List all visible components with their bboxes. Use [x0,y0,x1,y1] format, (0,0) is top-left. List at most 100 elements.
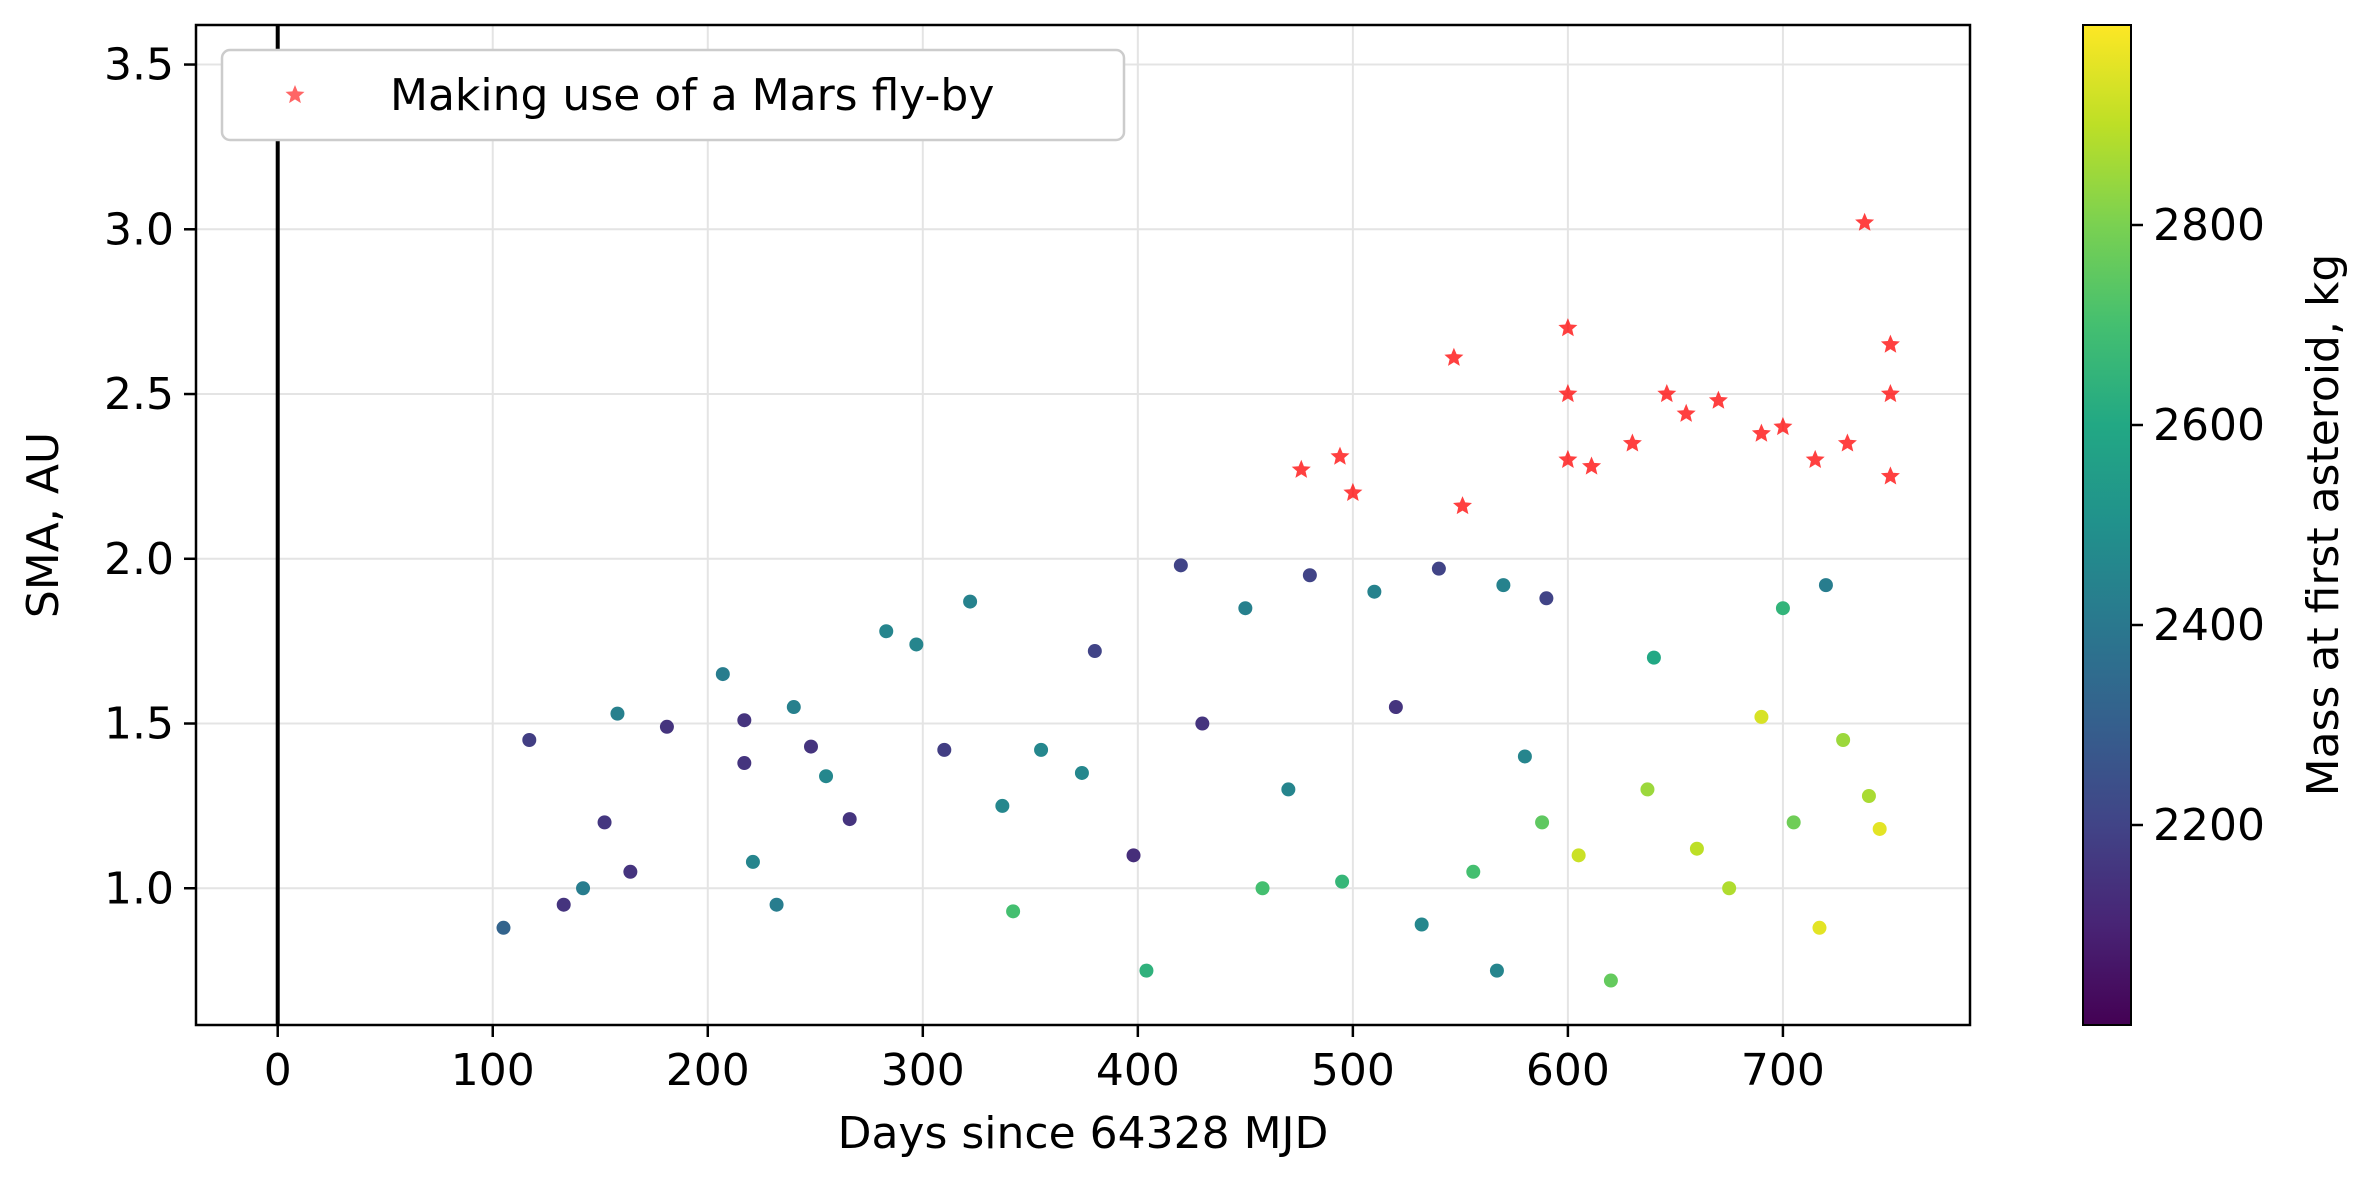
flyby-star-point [1330,446,1350,465]
flyby-star-point [1805,449,1825,468]
colorbar: 2200 2400 2600 2800 Mass at first asteroid,… [2082,24,2349,1026]
scatter-point [610,706,625,721]
x-axis-label: Days since 64328 MJD [838,1108,1329,1159]
x-tick-label: 200 [666,1045,750,1096]
colorbar-tick-label: 2800 [2153,200,2265,251]
scatter-point [1812,920,1827,935]
y-tick-label: 1.0 [104,863,174,914]
scatter-point [786,700,801,715]
scatter-point [1775,601,1790,616]
scatter-point [1006,904,1021,919]
scatter-point [1195,716,1210,731]
scatter-point [995,798,1010,813]
x-tick-label: 600 [1526,1045,1610,1096]
flyby-star-point [1880,466,1900,485]
flyby-star-point [1880,384,1900,403]
scatter-point [1539,591,1554,606]
scatter-point [1238,601,1253,616]
legend-label: Making use of a Mars fly-by [390,70,994,121]
scatter-point [803,739,818,754]
x-tick-label: 400 [1096,1045,1180,1096]
y-tick-label: 3.0 [104,204,174,255]
scatter-point [745,854,760,869]
flyby-star-point [1291,459,1311,478]
scatter-point [737,713,752,728]
scatter-point [576,881,591,896]
scatter-point [1335,874,1350,889]
flyby-star-point [1558,318,1578,337]
scatter-point [1431,561,1446,576]
scatter-point [937,742,952,757]
flyby-star-point [1444,347,1464,366]
colorbar-ticks: 2200 2400 2600 2800 [2131,200,2265,851]
colorbar-tick-label: 2600 [2153,400,2265,451]
flyby-star-point [1708,390,1728,409]
flyby-star-point [1773,417,1793,436]
scatter-point [1786,815,1801,830]
scatter-point [1640,782,1655,797]
x-tick-label: 500 [1311,1045,1395,1096]
scatter-point [1603,973,1618,988]
colorbar-tick-label: 2400 [2153,600,2265,651]
scatter-point [522,732,537,747]
scatter-point [1126,848,1141,863]
scatter-point [1139,963,1154,978]
grid-lines [196,25,1970,1025]
flyby-star-point [1558,449,1578,468]
scatter-point [963,594,978,609]
scatter-point [659,719,674,734]
scatter-point [819,769,834,784]
legend-box [220,48,1126,142]
scatter-point [1496,578,1511,593]
scatter-point [1255,881,1270,896]
flyby-star-point [1880,334,1900,353]
scatter-point [879,624,894,639]
scatter-point [1281,782,1296,797]
flyby-star-point [1657,384,1677,403]
scatter-point [715,667,730,682]
flyby-star-point [1751,423,1771,442]
scatter-point [1722,881,1737,896]
y-axis-label: SMA, AU [18,432,69,618]
legend: Making use of a Mars fly-by [220,48,1126,142]
x-axis-ticks: 0 100 200 300 400 500 600 700 [264,1025,1825,1096]
legend-star-marker [285,85,305,104]
colorbar-gradient [2082,24,2132,1026]
flyby-star-point [1582,456,1602,475]
flyby-star-point [1343,482,1363,501]
scatter-point [842,812,857,827]
scatter-point [1689,841,1704,856]
scatter-point [1571,848,1586,863]
scatter-point [1836,732,1851,747]
flyby-star-point [1676,403,1696,422]
flyby-star-point [1558,384,1578,403]
scatter-point [597,815,612,830]
scatter-point [1646,650,1661,665]
y-tick-label: 3.5 [104,40,174,91]
flyby-star-point [1837,433,1857,452]
scatter-point [1872,821,1887,836]
scatter-point [1034,742,1049,757]
scatter-point [1517,749,1532,764]
scatter-point [1754,709,1769,724]
scatter-point [1074,765,1089,780]
colorbar-tick-label: 2200 [2153,800,2265,851]
x-tick-label: 700 [1741,1045,1825,1096]
x-tick-label: 0 [264,1045,292,1096]
scatter-point [556,897,571,912]
scatter-point [1861,789,1876,804]
scatter-point [496,920,511,935]
y-tick-label: 1.5 [104,699,174,750]
scatter-point [1414,917,1429,932]
x-tick-label: 100 [451,1045,535,1096]
flyby-star-point [1622,433,1642,452]
flyby-star-point [1855,212,1875,231]
y-axis-ticks: 1.0 1.5 2.0 2.5 3.0 3.5 [104,40,196,914]
x-tick-label: 300 [881,1045,965,1096]
scatter-point [1173,558,1188,573]
scatter-point [1489,963,1504,978]
scatter-point [737,756,752,771]
scatter-points [496,212,1900,988]
y-tick-label: 2.5 [104,369,174,420]
